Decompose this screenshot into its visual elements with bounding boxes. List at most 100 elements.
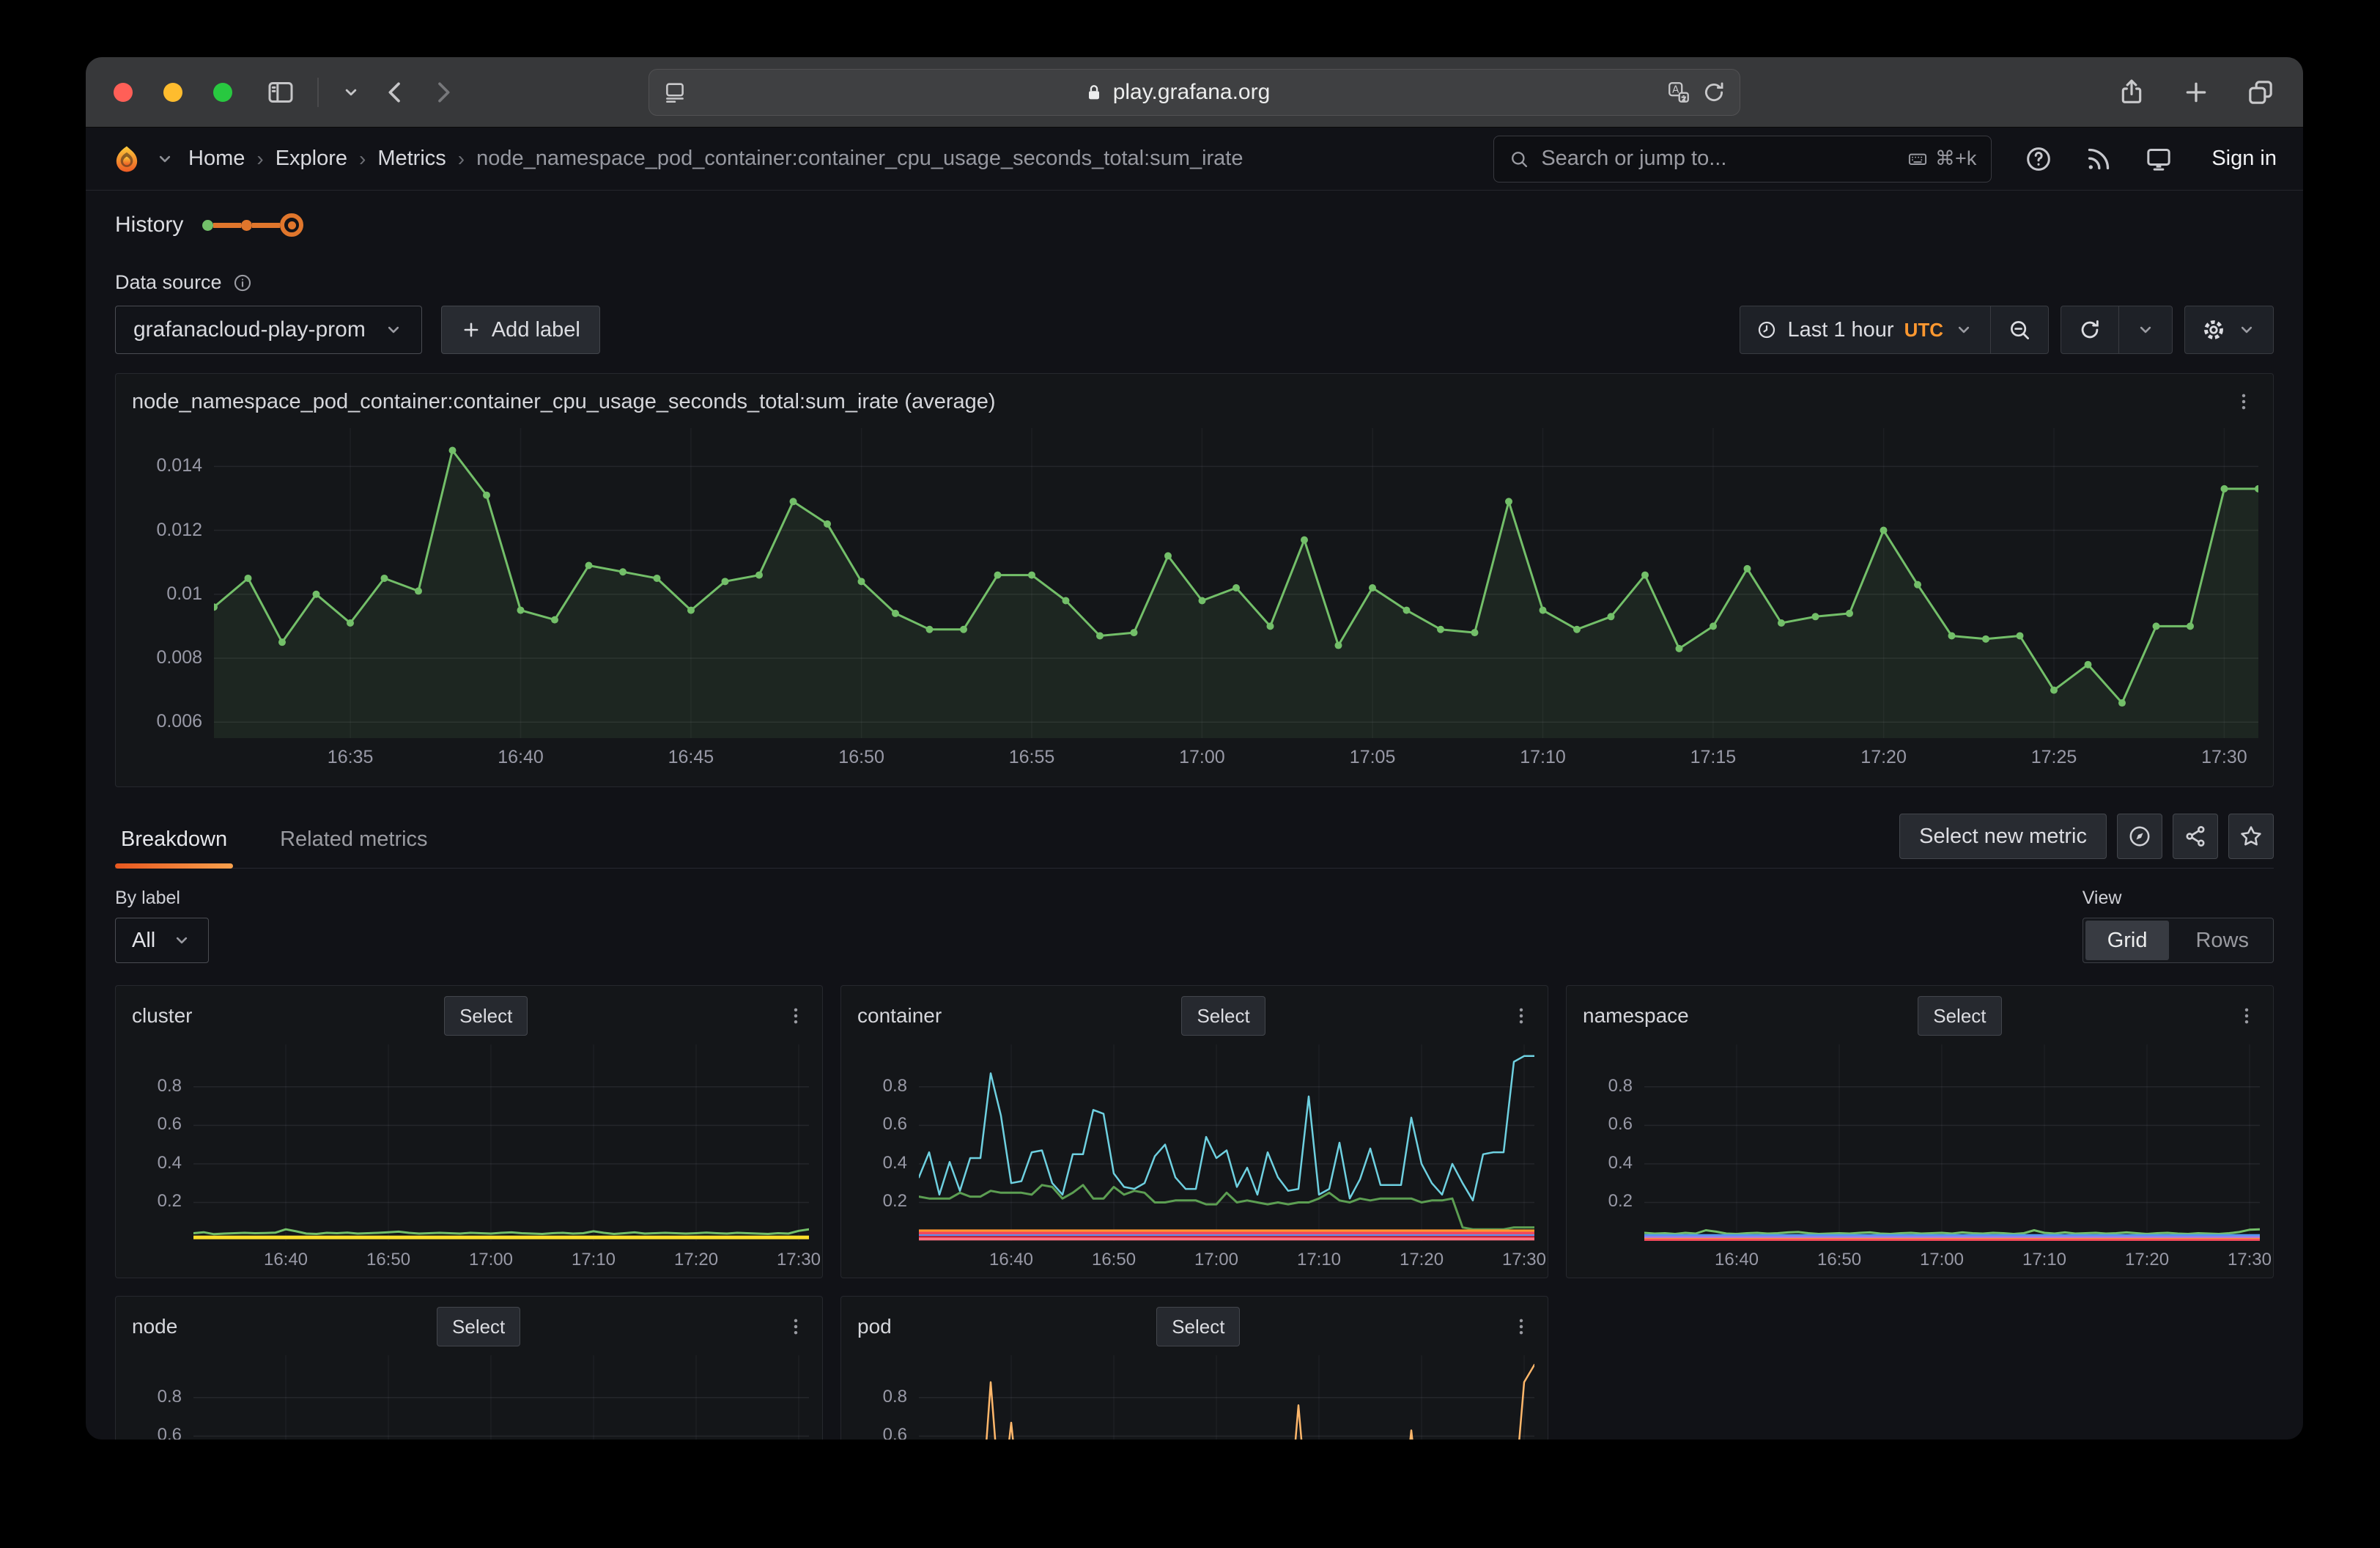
- reader-icon[interactable]: [662, 80, 687, 105]
- forward-icon[interactable]: [429, 78, 458, 107]
- select-button[interactable]: Select: [1181, 996, 1265, 1036]
- datasource-select[interactable]: grafanacloud-play-prom: [115, 306, 422, 354]
- kebab-menu-icon: [786, 1316, 806, 1337]
- panel-menu-button[interactable]: [780, 1311, 812, 1343]
- history-step-2[interactable]: [241, 220, 252, 231]
- minimize-button[interactable]: [163, 83, 182, 102]
- kebab-menu-icon: [2236, 1006, 2257, 1026]
- settings-button[interactable]: [2185, 306, 2273, 353]
- history-connector: [252, 223, 280, 228]
- explore-button[interactable]: [2117, 814, 2162, 859]
- select-new-metric-button[interactable]: Select new metric: [1899, 814, 2107, 859]
- kebab-menu-icon: [1511, 1316, 1531, 1337]
- browser-window: play.grafana.org A Home › Explore › Metr…: [86, 57, 2303, 1440]
- search-input[interactable]: Search or jump to... ⌘+k: [1493, 136, 1992, 183]
- reload-icon[interactable]: [1701, 80, 1726, 105]
- timezone-label: UTC: [1904, 319, 1943, 342]
- node-chart[interactable]: 16:4016:5017:0017:1017:2017:300.80.60.40…: [116, 1349, 822, 1440]
- breadcrumb-metrics[interactable]: Metrics: [377, 147, 446, 171]
- panel-menu-button[interactable]: [780, 1000, 812, 1032]
- share-alt-icon: [2183, 824, 2208, 849]
- refresh-interval-dropdown[interactable]: [2118, 306, 2172, 353]
- address-bar[interactable]: play.grafana.org A: [648, 69, 1740, 116]
- close-button[interactable]: [114, 83, 133, 102]
- select-button[interactable]: Select: [444, 996, 528, 1036]
- panel-cluster: cluster Select 16:4016:5017:0017:1017:20…: [115, 985, 823, 1278]
- history-step-current[interactable]: [280, 213, 303, 237]
- by-label-select[interactable]: All: [115, 918, 209, 963]
- add-label-button[interactable]: Add label: [441, 306, 600, 354]
- plus-icon: [461, 320, 481, 340]
- breadcrumb: Home › Explore › Metrics › node_namespac…: [188, 147, 1243, 171]
- breadcrumb-explore[interactable]: Explore: [276, 147, 347, 171]
- breadcrumb-separator: ›: [256, 147, 263, 171]
- chevron-down-icon: [2135, 320, 2156, 340]
- refresh-icon: [2077, 317, 2102, 342]
- panel-menu-button[interactable]: [1505, 1000, 1537, 1032]
- history-timeline[interactable]: [202, 213, 303, 237]
- tab-breakdown[interactable]: Breakdown: [115, 816, 233, 868]
- kebab-menu-icon: [2233, 391, 2254, 412]
- gear-icon: [2201, 317, 2226, 342]
- panel-node: node Select 16:4016:5017:0017:1017:2017:…: [115, 1296, 823, 1440]
- main-panel-title: node_namespace_pod_container:container_c…: [132, 390, 996, 414]
- translate-icon[interactable]: A: [1666, 80, 1691, 105]
- breadcrumb-home[interactable]: Home: [188, 147, 245, 171]
- kebab-menu-icon: [786, 1006, 806, 1026]
- panel-container: container Select 16:4016:5017:0017:1017:…: [840, 985, 1548, 1278]
- breakdown-grid: cluster Select 16:4016:5017:0017:1017:20…: [115, 985, 2274, 1440]
- panel-menu-button[interactable]: [2228, 386, 2260, 418]
- chevron-down-icon[interactable]: [341, 82, 361, 103]
- zoom-button[interactable]: [213, 83, 232, 102]
- back-icon[interactable]: [380, 78, 410, 107]
- history-label: History: [115, 213, 183, 237]
- select-button[interactable]: Select: [437, 1307, 520, 1346]
- metrics-explorer-content: History Data source grafanacloud-play-pr…: [86, 191, 2303, 1440]
- clock-icon: [1756, 320, 1777, 340]
- share-icon[interactable]: [2117, 78, 2146, 107]
- cluster-chart[interactable]: 16:4016:5017:0017:1017:2017:300.80.60.40…: [116, 1039, 822, 1278]
- keyboard-icon: [1907, 149, 1928, 169]
- history-connector: [213, 223, 241, 228]
- panel-title: cluster: [132, 1004, 192, 1028]
- chevron-down-icon: [383, 320, 404, 340]
- view-rows-option[interactable]: Rows: [2173, 921, 2271, 960]
- time-range-button[interactable]: Last 1 hour UTC: [1740, 306, 1990, 353]
- display-icon[interactable]: [2144, 144, 2173, 174]
- news-rss-icon[interactable]: [2084, 144, 2113, 174]
- sidebar-toggle-icon[interactable]: [266, 78, 295, 107]
- org-switcher-chevron-icon[interactable]: [155, 149, 175, 169]
- refresh-button[interactable]: [2061, 306, 2118, 353]
- by-label-label: By label: [115, 888, 209, 909]
- zoom-out-button[interactable]: [1990, 306, 2048, 353]
- namespace-chart[interactable]: 16:4016:5017:0017:1017:2017:300.80.60.40…: [1567, 1039, 2273, 1278]
- panel-menu-button[interactable]: [2231, 1000, 2263, 1032]
- view-block: View Grid Rows: [2082, 888, 2274, 963]
- settings-group: [2184, 306, 2274, 354]
- pod-chart[interactable]: 16:4016:5017:0017:1017:2017:300.80.60.40…: [841, 1349, 1548, 1440]
- grafana-logo[interactable]: [112, 144, 141, 174]
- search-placeholder: Search or jump to...: [1541, 147, 1726, 171]
- by-label-value: All: [132, 929, 155, 953]
- history-step-1[interactable]: [202, 220, 213, 231]
- tab-related-metrics[interactable]: Related metrics: [274, 816, 433, 868]
- panel-menu-button[interactable]: [1505, 1311, 1537, 1343]
- sign-in-button[interactable]: Sign in: [2211, 147, 2277, 171]
- datasource-value: grafanacloud-play-prom: [133, 317, 366, 342]
- lock-icon: [1084, 82, 1104, 103]
- share-metric-button[interactable]: [2173, 814, 2218, 859]
- tab-overview-icon[interactable]: [2246, 78, 2275, 107]
- info-icon[interactable]: [232, 273, 253, 293]
- select-button[interactable]: Select: [1918, 996, 2001, 1036]
- new-tab-icon[interactable]: [2181, 78, 2211, 107]
- divider: [317, 78, 319, 107]
- container-chart[interactable]: 16:4016:5017:0017:1017:2017:300.80.60.40…: [841, 1039, 1548, 1278]
- main-timeseries-chart[interactable]: 16:3516:4016:4516:5016:5517:0017:0517:10…: [125, 422, 2264, 778]
- panel-namespace: namespace Select 16:4016:5017:0017:1017:…: [1566, 985, 2274, 1278]
- chevron-down-icon: [171, 930, 192, 951]
- main-metric-panel: node_namespace_pod_container:container_c…: [115, 373, 2274, 787]
- bookmark-button[interactable]: [2228, 814, 2274, 859]
- select-button[interactable]: Select: [1156, 1307, 1240, 1346]
- view-grid-option[interactable]: Grid: [2085, 921, 2170, 960]
- help-icon[interactable]: [2024, 144, 2053, 174]
